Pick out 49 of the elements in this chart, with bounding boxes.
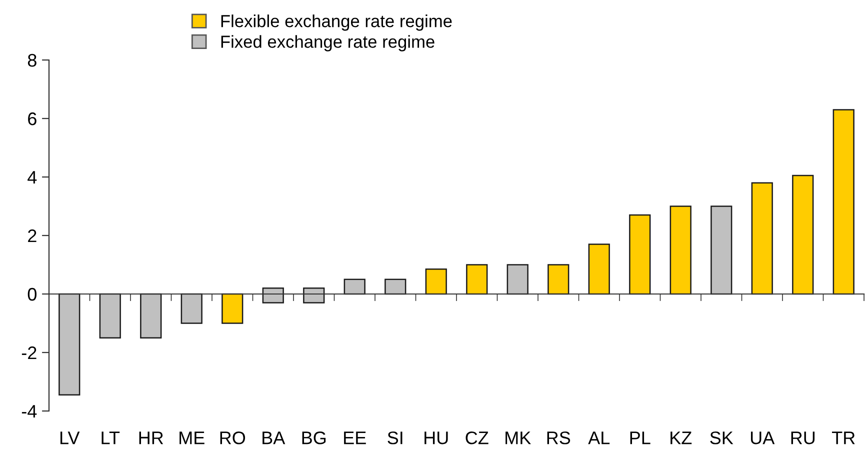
bar (670, 206, 692, 295)
x-tick-label: TR (832, 432, 855, 444)
x-tick-label: SI (388, 431, 402, 444)
y-tick-label: 0 (28, 288, 36, 301)
bar (303, 288, 325, 304)
bar (140, 293, 162, 338)
x-tick-label: EE (344, 432, 366, 444)
x-tick-label: LT (102, 432, 120, 444)
bar (466, 264, 488, 295)
bar (425, 268, 447, 295)
y-tick-label: 8 (28, 54, 36, 67)
x-tick-label: LV (60, 432, 80, 444)
x-tick-label: SK (710, 431, 734, 444)
x-tick-label: BG (302, 431, 326, 444)
bar (629, 214, 651, 295)
bar (99, 293, 121, 338)
x-tick-label: ME (180, 432, 204, 444)
y-tick-label: 4 (28, 171, 37, 184)
x-tick-label: AL (588, 432, 610, 444)
y-tick-label: 6 (28, 112, 36, 126)
x-tick-label: HR (139, 432, 164, 444)
bar (548, 264, 570, 295)
bar (792, 174, 814, 295)
x-tick-label: RS (547, 431, 570, 444)
y-tick-label: -4 (22, 405, 37, 418)
bar (180, 293, 202, 324)
bar (506, 264, 528, 295)
bar (344, 278, 366, 295)
bar (222, 293, 244, 324)
y-tick-label: -2 (22, 346, 36, 360)
x-tick-label: HU (424, 432, 448, 444)
bar (58, 293, 80, 396)
bar (751, 182, 773, 295)
x-tick-label: KZ (670, 432, 692, 444)
bar (262, 288, 284, 304)
x-tick-label: CZ (466, 431, 488, 444)
bar (832, 109, 854, 295)
bar (384, 278, 406, 295)
bar (588, 244, 610, 295)
x-tick-label: BA (262, 432, 286, 444)
legend-label: Fixed exchange rate regime (221, 35, 434, 52)
x-tick-label: PL (630, 432, 650, 444)
legend-label: Flexible exchange rate regime (221, 14, 452, 31)
x-tick-label: RO (220, 431, 246, 444)
x-tick-label: UA (750, 432, 775, 444)
x-tick-label: RU (791, 432, 815, 444)
bar (710, 206, 732, 295)
x-tick-label: MK (506, 432, 531, 444)
y-tick-label: 2 (28, 229, 36, 242)
